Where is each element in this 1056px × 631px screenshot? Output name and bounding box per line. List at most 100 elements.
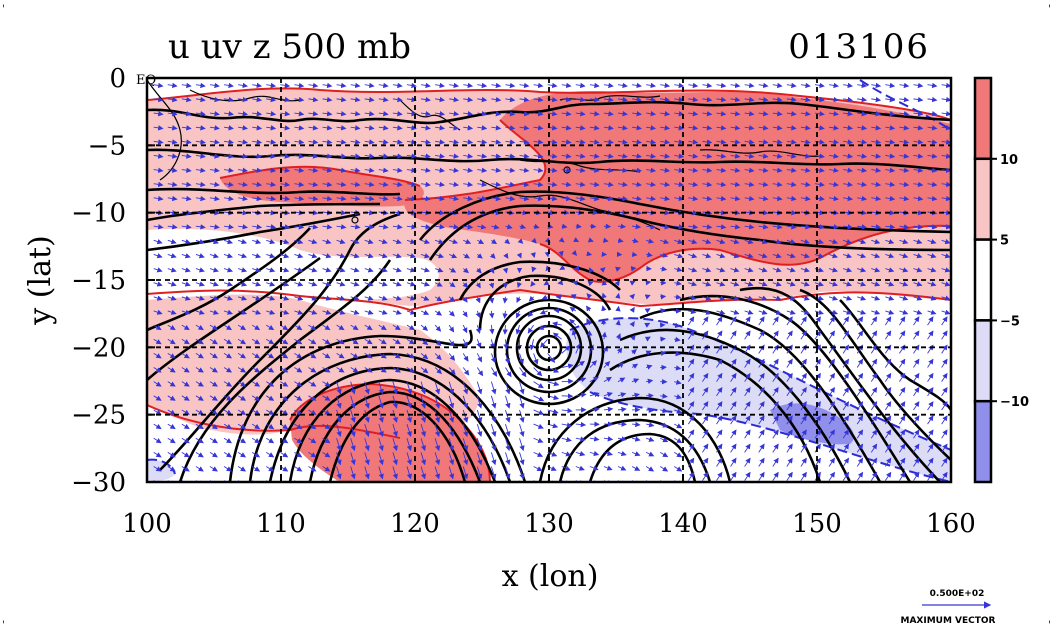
wind-vector: [294, 181, 305, 188]
wind-vector: [435, 139, 445, 145]
wind-vector: [716, 267, 726, 273]
wind-vector: [266, 167, 277, 173]
wind-vector: [744, 153, 755, 159]
wind-vector: [294, 153, 305, 159]
wind-vector: [646, 125, 657, 131]
wind-vector: [392, 125, 403, 131]
wind-vector: [491, 153, 502, 159]
wind-vector: [364, 281, 374, 287]
wind-vector: [941, 125, 951, 131]
wind-vector: [758, 153, 769, 159]
wind-vector: [758, 167, 769, 173]
wind-vector: [885, 238, 895, 245]
wind-vector: [688, 139, 699, 145]
wind-vector: [716, 238, 726, 245]
wind-vector: [308, 253, 318, 259]
wind-vector: [350, 224, 361, 230]
wind-vector: [238, 111, 249, 117]
wind-vector: [744, 238, 754, 245]
wind-vector: [462, 282, 469, 288]
wind-vector: [266, 281, 276, 287]
wind-vector: [516, 252, 522, 259]
wind-vector: [350, 139, 361, 145]
wind-vector: [167, 253, 177, 259]
wind-vector: [603, 195, 614, 202]
wind-vector: [448, 253, 458, 259]
wind-vector: [646, 238, 654, 244]
wind-vector: [519, 139, 530, 145]
wind-vector: [786, 253, 796, 259]
corner-mark-br: ': [1048, 620, 1051, 631]
wind-vector: [575, 139, 586, 145]
wind-vector: [266, 139, 277, 145]
wind-vector: [505, 82, 516, 89]
wind-vector: [730, 96, 741, 103]
wind-vector: [322, 139, 333, 145]
wind-vector: [843, 153, 854, 159]
wind-vector: [702, 253, 712, 259]
wind-vector: [519, 111, 530, 117]
shade-neutral-west: [147, 228, 439, 300]
wind-vector: [660, 82, 671, 89]
wind-vector: [223, 267, 234, 273]
wind-vector: [463, 111, 474, 117]
wind-vector: [899, 181, 910, 188]
wind-vector: [589, 96, 600, 103]
wind-vector: [252, 181, 263, 188]
wind-vector: [885, 181, 896, 188]
plot-area: [147, 78, 951, 482]
wind-vector: [575, 153, 586, 159]
wind-vector: [814, 82, 825, 89]
wind-vector: [899, 195, 910, 202]
wind-vector: [645, 280, 652, 286]
wind-vector: [913, 96, 924, 103]
wind-vector: [744, 111, 755, 117]
wind-vector: [308, 238, 318, 245]
wind-vector: [181, 153, 192, 159]
colorbar-tick-label: −10: [1000, 395, 1029, 410]
wind-vector: [674, 82, 685, 89]
wind-vector: [885, 96, 896, 103]
wind-vector: [786, 195, 797, 202]
wind-vector: [463, 195, 474, 202]
colorbar-bin: [973, 76, 993, 161]
wind-vector: [800, 96, 811, 103]
wind-vector: [350, 111, 361, 117]
wind-vector: [702, 181, 713, 188]
wind-vector: [406, 224, 417, 230]
wind-vector: [434, 238, 445, 245]
wind-vector: [828, 96, 839, 103]
wind-vector: [533, 139, 544, 145]
wind-vector: [800, 238, 810, 245]
wind-vector: [195, 238, 205, 245]
wind-vector: [294, 125, 305, 131]
wind-vector: [238, 153, 249, 159]
wind-vector: [589, 195, 600, 202]
wind-vector: [688, 167, 699, 173]
wind-vector: [308, 139, 319, 145]
wind-vector: [195, 253, 205, 259]
wind-vector: [392, 111, 403, 117]
wind-vector: [463, 82, 474, 89]
wind-vector: [561, 153, 572, 159]
wind-vector: [153, 111, 164, 117]
wind-vector: [674, 153, 685, 159]
wind-vector: [308, 153, 319, 159]
wind-vector: [730, 167, 741, 173]
wind-vector: [308, 111, 319, 117]
wind-vector: [336, 238, 346, 245]
wind-vector: [632, 223, 642, 230]
wind-vector: [575, 111, 586, 117]
wind-vector: [674, 125, 685, 131]
wind-vector: [744, 82, 755, 89]
wind-vector: [913, 82, 924, 89]
wind-vector: [674, 224, 685, 230]
wind-vector: [364, 195, 375, 202]
wind-vector: [828, 267, 839, 273]
wind-vector: [885, 125, 896, 131]
wind-vector: [533, 167, 544, 173]
wind-vector: [223, 253, 234, 259]
wind-vector: [266, 111, 277, 117]
wind-vector: [885, 153, 896, 159]
wind-vector: [674, 266, 683, 272]
